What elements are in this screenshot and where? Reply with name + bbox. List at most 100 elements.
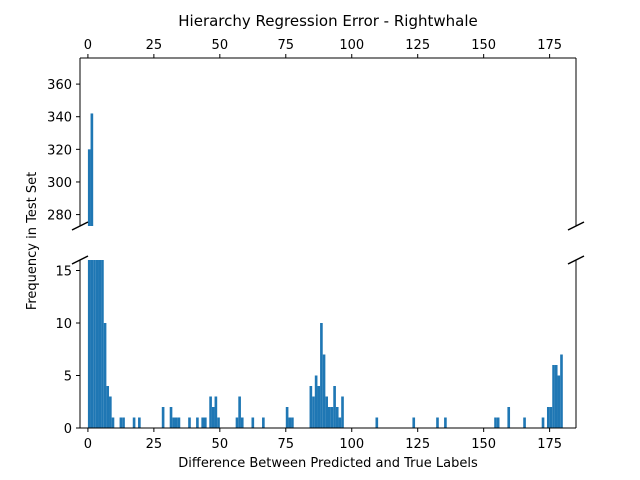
x-tick-label: 0: [84, 437, 92, 452]
histogram-bar-lower: [174, 417, 178, 428]
x-tick-label: 175: [537, 437, 562, 452]
histogram-bar-lower: [291, 417, 294, 428]
histogram-bar-lower: [335, 407, 339, 428]
histogram-bar-lower: [188, 417, 191, 428]
histogram-bar-lower: [554, 365, 558, 428]
histogram-bar-lower: [412, 417, 416, 428]
histogram-bar-lower: [90, 260, 94, 428]
histogram-bar-lower: [552, 365, 555, 428]
histogram-bar-lower: [338, 417, 342, 428]
histogram-bar-upper: [87, 149, 91, 226]
upper-y-tick-label: 360: [47, 78, 72, 93]
histogram-bar-lower: [103, 323, 107, 428]
histogram-bar-lower: [328, 407, 331, 428]
histogram-bar-lower: [541, 417, 545, 428]
top-x-tick-label: 175: [537, 38, 562, 53]
histogram-bar-lower: [288, 417, 292, 428]
histogram-bar-lower: [317, 386, 321, 428]
axis-break-mark: [71, 221, 89, 231]
histogram-bar-lower: [341, 396, 344, 428]
upper-y-tick-label: 300: [47, 176, 72, 191]
histogram-bar-lower: [314, 375, 318, 428]
top-x-tick-label: 150: [471, 38, 496, 53]
top-x-tick-label: 25: [146, 38, 163, 53]
x-tick-label: 25: [146, 437, 163, 452]
histogram-bar-lower: [546, 407, 550, 428]
histogram-bar-upper: [90, 113, 94, 226]
histogram-bar-lower: [444, 417, 447, 428]
histogram-bar-lower: [285, 407, 289, 428]
histogram-bar-lower: [240, 417, 244, 428]
y-axis-label: Frequency in Test Set: [25, 172, 40, 310]
histogram-bar-lower: [101, 260, 104, 428]
histogram-bar-lower: [138, 417, 141, 428]
histogram-bar-lower: [217, 417, 220, 428]
histogram-bar-lower: [169, 407, 173, 428]
x-tick-label: 100: [339, 437, 364, 452]
histogram-bar-lower: [196, 417, 199, 428]
histogram-bar-lower: [95, 260, 99, 428]
lower-panel-bars: [87, 260, 563, 428]
x-tick-label: 75: [278, 437, 295, 452]
histogram-bar-lower: [119, 417, 123, 428]
lower-y-tick-label: 15: [55, 265, 72, 280]
histogram-bar-lower: [235, 417, 239, 428]
histogram-bar-lower: [204, 417, 207, 428]
histogram-bar-lower: [161, 407, 165, 428]
histogram-bar-lower: [436, 417, 439, 428]
lower-y-tick-label: 5: [64, 370, 72, 385]
lower-y-tick-label: 0: [64, 422, 72, 437]
histogram-bar-lower: [330, 407, 334, 428]
histogram-bar-lower: [98, 260, 102, 428]
histogram-bar-lower: [201, 417, 204, 428]
histogram-bar-lower: [109, 396, 112, 428]
histogram-bar-lower: [106, 386, 110, 428]
chart-title: Hierarchy Regression Error - Rightwhale: [178, 12, 477, 30]
upper-panel-bars: [87, 113, 94, 226]
histogram-bar-lower: [122, 417, 125, 428]
axis-break-mark: [567, 221, 585, 231]
histogram-bar-lower: [132, 417, 136, 428]
upper-y-tick-label: 280: [47, 209, 72, 224]
top-x-tick-label: 100: [339, 38, 364, 53]
x-tick-label: 150: [471, 437, 496, 452]
histogram-bar-lower: [309, 386, 313, 428]
histogram-bar-lower: [375, 417, 379, 428]
histogram-bar-lower: [251, 417, 255, 428]
histogram-bar-lower: [87, 260, 91, 428]
x-axis-label: Difference Between Predicted and True La…: [178, 456, 478, 471]
histogram-bar-lower: [214, 396, 218, 428]
top-x-tick-label: 125: [405, 38, 430, 53]
histogram-bar-lower: [172, 417, 175, 428]
histogram-bar-lower: [211, 407, 215, 428]
histogram-bar-lower: [238, 396, 241, 428]
x-tick-label: 50: [212, 437, 229, 452]
lower-y-tick-label: 10: [55, 317, 72, 332]
histogram-bar-lower: [560, 354, 563, 428]
x-tick-label: 125: [405, 437, 430, 452]
axis-break-mark: [567, 255, 585, 265]
histogram-bar-lower: [549, 407, 553, 428]
histogram-bar-lower: [523, 417, 526, 428]
top-x-tick-label: 50: [212, 38, 229, 53]
histogram-bar-lower: [325, 396, 328, 428]
top-x-tick-label: 0: [84, 38, 92, 53]
histogram-bar-lower: [111, 417, 115, 428]
histogram-bar-lower: [494, 417, 497, 428]
histogram-bar-lower: [209, 396, 212, 428]
histogram-bar-lower: [312, 396, 315, 428]
top-x-tick-label: 75: [278, 38, 295, 53]
histogram-bar-lower: [177, 417, 181, 428]
histogram-bar-lower: [333, 386, 336, 428]
histogram-bar-lower: [322, 354, 326, 428]
histogram-bar-lower: [557, 375, 561, 428]
axis-break-mark: [71, 255, 89, 265]
histogram-bar-lower: [507, 407, 511, 428]
upper-y-tick-label: 320: [47, 143, 72, 158]
histogram-bar-lower: [496, 417, 500, 428]
histogram-bar-lower: [320, 323, 323, 428]
histogram-bar-lower: [93, 260, 96, 428]
histogram-bar-lower: [262, 417, 265, 428]
